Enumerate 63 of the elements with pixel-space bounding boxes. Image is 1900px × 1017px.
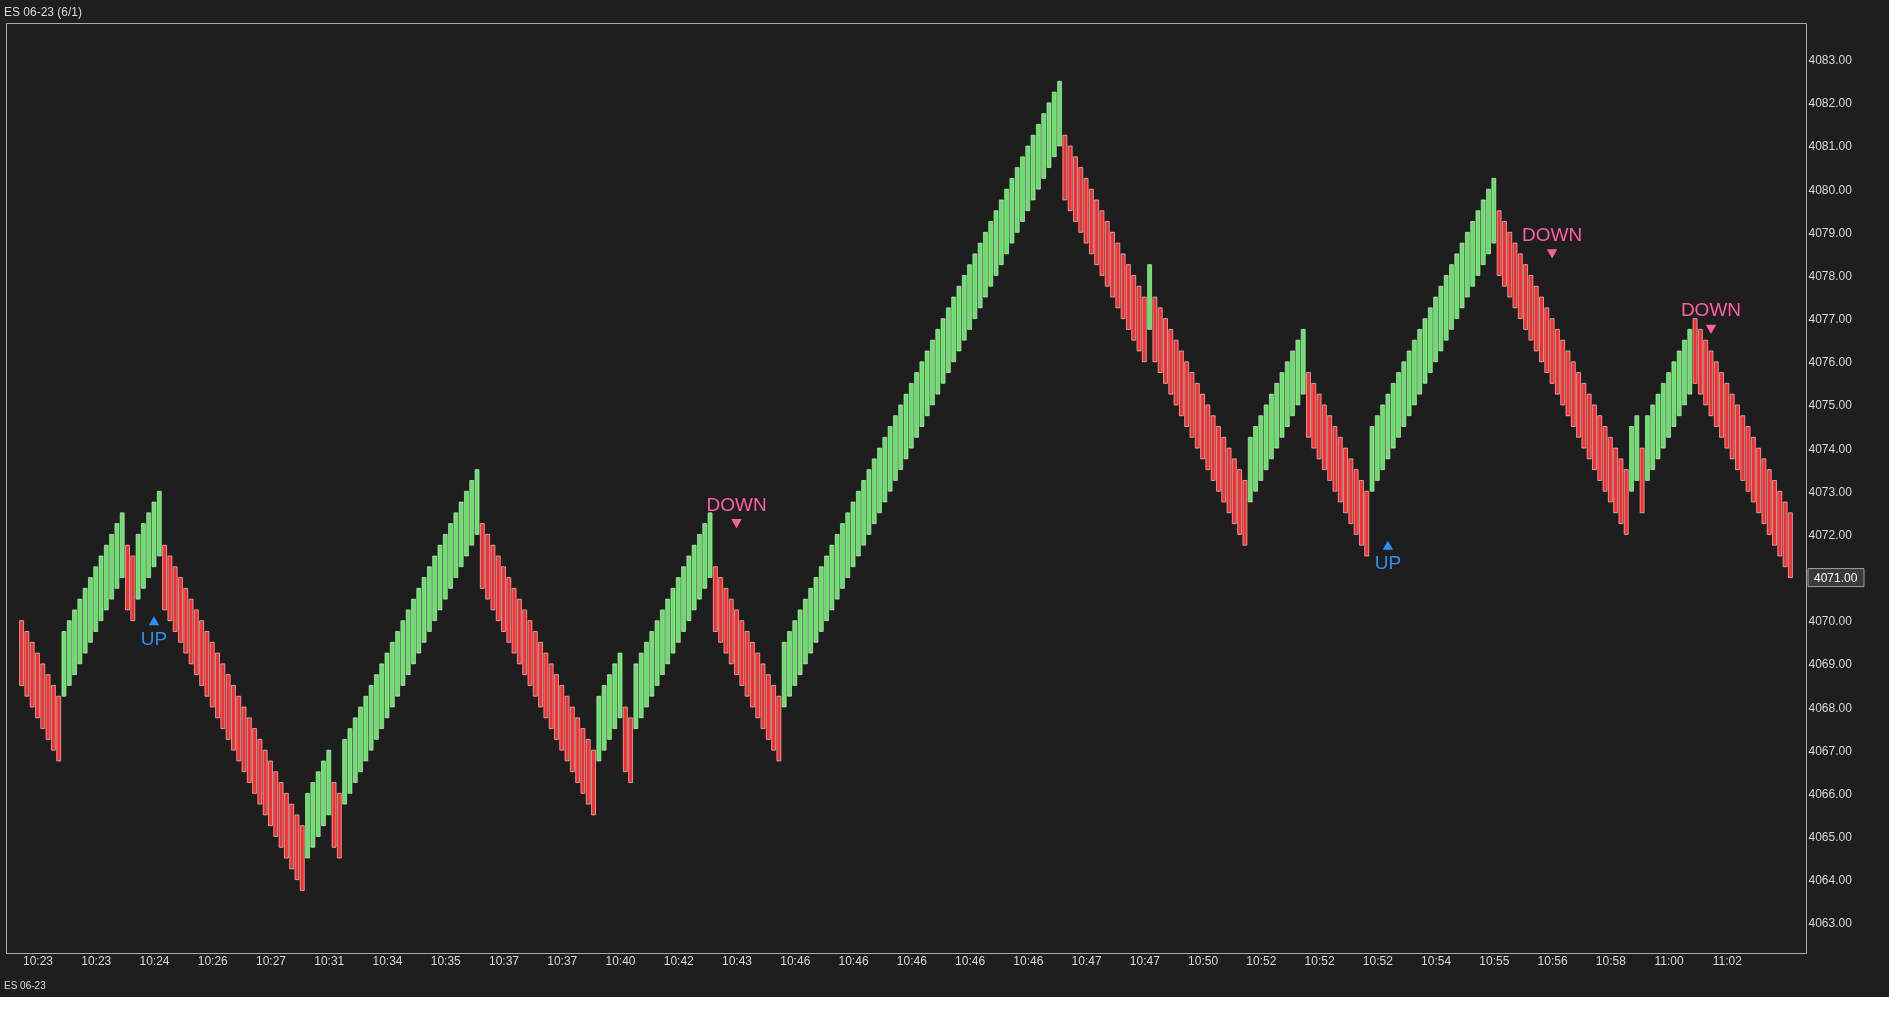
x-tick-label: 10:35 xyxy=(430,953,462,968)
x-tick-label: 10:46 xyxy=(780,953,811,968)
y-tick-label: 4072.00 xyxy=(1808,527,1853,542)
x-tick-label: 10:27 xyxy=(255,953,287,968)
x-tick-label: 10:42 xyxy=(663,953,695,968)
series-label: UP xyxy=(140,627,168,649)
y-tick-label: 4064.00 xyxy=(1808,873,1853,888)
series-label: DOWN xyxy=(706,493,767,515)
y-tick-label: 4080.00 xyxy=(1808,182,1853,197)
x-tick-label: 11:00 xyxy=(1654,953,1684,968)
point xyxy=(731,519,742,529)
y-tick-label: 4070.00 xyxy=(1808,614,1853,629)
chart-title: ES 06-23 (6/1) xyxy=(4,5,83,19)
x-tick-label: 10:52 xyxy=(1304,953,1335,968)
text: 4071.00 xyxy=(1814,570,1858,585)
point xyxy=(1546,249,1558,259)
y-tick-label: 4065.00 xyxy=(1808,829,1853,844)
y-tick-label: 4073.00 xyxy=(1808,484,1853,499)
x-tick-label: 10:47 xyxy=(1071,953,1102,968)
point xyxy=(148,616,160,626)
x-tick-label: 10:40 xyxy=(605,953,636,968)
y-tick-label: 4066.00 xyxy=(1808,786,1853,801)
x-tick-label: 10:47 xyxy=(1129,953,1161,968)
x-tick-label: 10:26 xyxy=(197,953,229,968)
x-tick-label: 10:56 xyxy=(1537,953,1568,968)
y-tick-label: 4078.00 xyxy=(1808,268,1853,283)
text: UP xyxy=(1374,552,1402,574)
x-tick-label: 10:24 xyxy=(139,953,170,968)
x-tick-label: 10:50 xyxy=(1188,953,1219,968)
y-tick-label: 4077.00 xyxy=(1808,312,1853,327)
y-tick-label: 4075.00 xyxy=(1808,398,1853,413)
x-tick-label: 10:46 xyxy=(955,953,986,968)
y-tick-label: 4076.00 xyxy=(1808,355,1853,370)
text: DOWN xyxy=(1680,299,1742,321)
x-tick-label: 10:23 xyxy=(81,953,112,968)
text: DOWN xyxy=(1522,223,1583,245)
x-tick-label: 10:46 xyxy=(838,953,869,968)
point xyxy=(1705,324,1717,334)
x-tick-label: 10:55 xyxy=(1479,953,1510,968)
x-tick-label: 10:37 xyxy=(547,953,578,968)
y-tick-label: 4079.00 xyxy=(1808,225,1853,240)
y-tick-label: 4074.00 xyxy=(1808,441,1853,456)
x-tick-label: 10:46 xyxy=(896,953,928,968)
y-tick-label: 4081.00 xyxy=(1808,139,1853,154)
x-tick-label: 10:43 xyxy=(722,953,753,968)
y-tick-label: 4063.00 xyxy=(1808,916,1853,931)
y-tick-label: 4068.00 xyxy=(1808,700,1853,715)
x-tick-label: 10:54 xyxy=(1421,953,1452,968)
x-tick-label: 10:52 xyxy=(1362,953,1394,968)
y-tick-label: 4069.00 xyxy=(1808,657,1853,672)
y-tick-label: 4067.00 xyxy=(1808,743,1853,758)
point xyxy=(1382,540,1394,550)
text: ES 06-23 xyxy=(4,980,47,991)
y-tick-label: 4083.00 xyxy=(1808,53,1853,68)
x-tick-label: 10:37 xyxy=(489,953,520,968)
x-tick-label: 10:34 xyxy=(372,953,403,968)
x-tick-label: 10:31 xyxy=(314,953,345,968)
x-tick-label: 11:02 xyxy=(1712,953,1743,968)
x-tick-label: 10:23 xyxy=(22,953,54,968)
y-tick-label: 4082.00 xyxy=(1808,96,1853,111)
x-tick-label: 10:58 xyxy=(1595,953,1627,968)
x-tick-label: 10:52 xyxy=(1246,953,1277,968)
x-tick-label: 10:46 xyxy=(1013,953,1044,968)
